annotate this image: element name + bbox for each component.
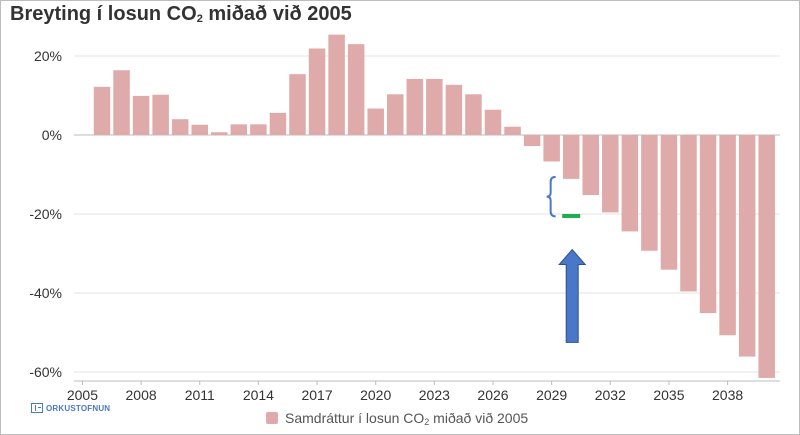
bar — [660, 135, 678, 270]
bar — [211, 132, 228, 135]
bar — [426, 78, 443, 135]
bar — [562, 135, 580, 179]
bar — [308, 48, 326, 136]
target-marker — [562, 213, 581, 218]
bar — [152, 94, 169, 135]
bar — [230, 124, 248, 135]
y-tick-label: -60% — [29, 364, 62, 380]
logo-icon — [31, 403, 43, 413]
up-arrow-icon — [558, 248, 587, 343]
bar — [250, 124, 267, 135]
x-tick-label: 2020 — [360, 387, 391, 403]
bar — [445, 84, 463, 135]
bar — [758, 135, 775, 378]
bar — [367, 108, 384, 135]
bar — [387, 94, 404, 135]
bar — [602, 135, 619, 213]
y-tick-label: -20% — [29, 206, 62, 222]
x-tick-label: 2026 — [477, 387, 508, 403]
bar — [621, 135, 639, 232]
chart-legend[interactable]: Samdráttur í losun CO2 miðað við 2005 — [266, 410, 529, 427]
bar — [719, 135, 736, 336]
bar — [93, 86, 111, 135]
bar — [484, 109, 502, 135]
bar — [289, 74, 306, 135]
bar — [738, 135, 756, 357]
bar — [406, 78, 424, 135]
bar — [543, 135, 560, 162]
bar — [699, 135, 717, 314]
bar — [269, 112, 287, 135]
bar — [523, 135, 541, 147]
bar — [171, 119, 189, 135]
bar — [582, 135, 599, 196]
bar — [680, 135, 697, 292]
bar — [191, 124, 208, 135]
orkustofnun-logo: ORKUSTOFNUN — [31, 403, 110, 413]
x-tick-label: 2014 — [243, 387, 274, 403]
x-tick-label: 2029 — [536, 387, 567, 403]
bar — [641, 135, 658, 251]
y-tick-label: -40% — [29, 285, 62, 301]
bar — [113, 70, 130, 135]
bar — [328, 34, 345, 135]
x-tick-label: 2038 — [712, 387, 743, 403]
bar — [132, 95, 150, 135]
x-tick-label: 2011 — [185, 387, 215, 403]
legend-swatch — [266, 412, 278, 424]
y-tick-label: 20% — [34, 48, 62, 64]
bar — [347, 44, 365, 135]
bar — [465, 94, 482, 135]
x-tick-label: 2032 — [595, 387, 626, 403]
legend-label: Samdráttur í losun CO2 miðað við 2005 — [285, 410, 529, 427]
x-tick-label: 2023 — [419, 387, 450, 403]
x-tick-label: 2017 — [301, 387, 332, 403]
bar — [504, 126, 521, 135]
chart-title: Breyting í losun CO2 miðað við 2005 — [10, 3, 352, 25]
curly-bracket-icon — [546, 175, 556, 218]
y-tick-label: 0% — [42, 127, 62, 143]
x-tick-label: 2008 — [126, 387, 157, 403]
x-tick-label: 2035 — [653, 387, 684, 403]
x-tick-label: 2005 — [67, 387, 98, 403]
